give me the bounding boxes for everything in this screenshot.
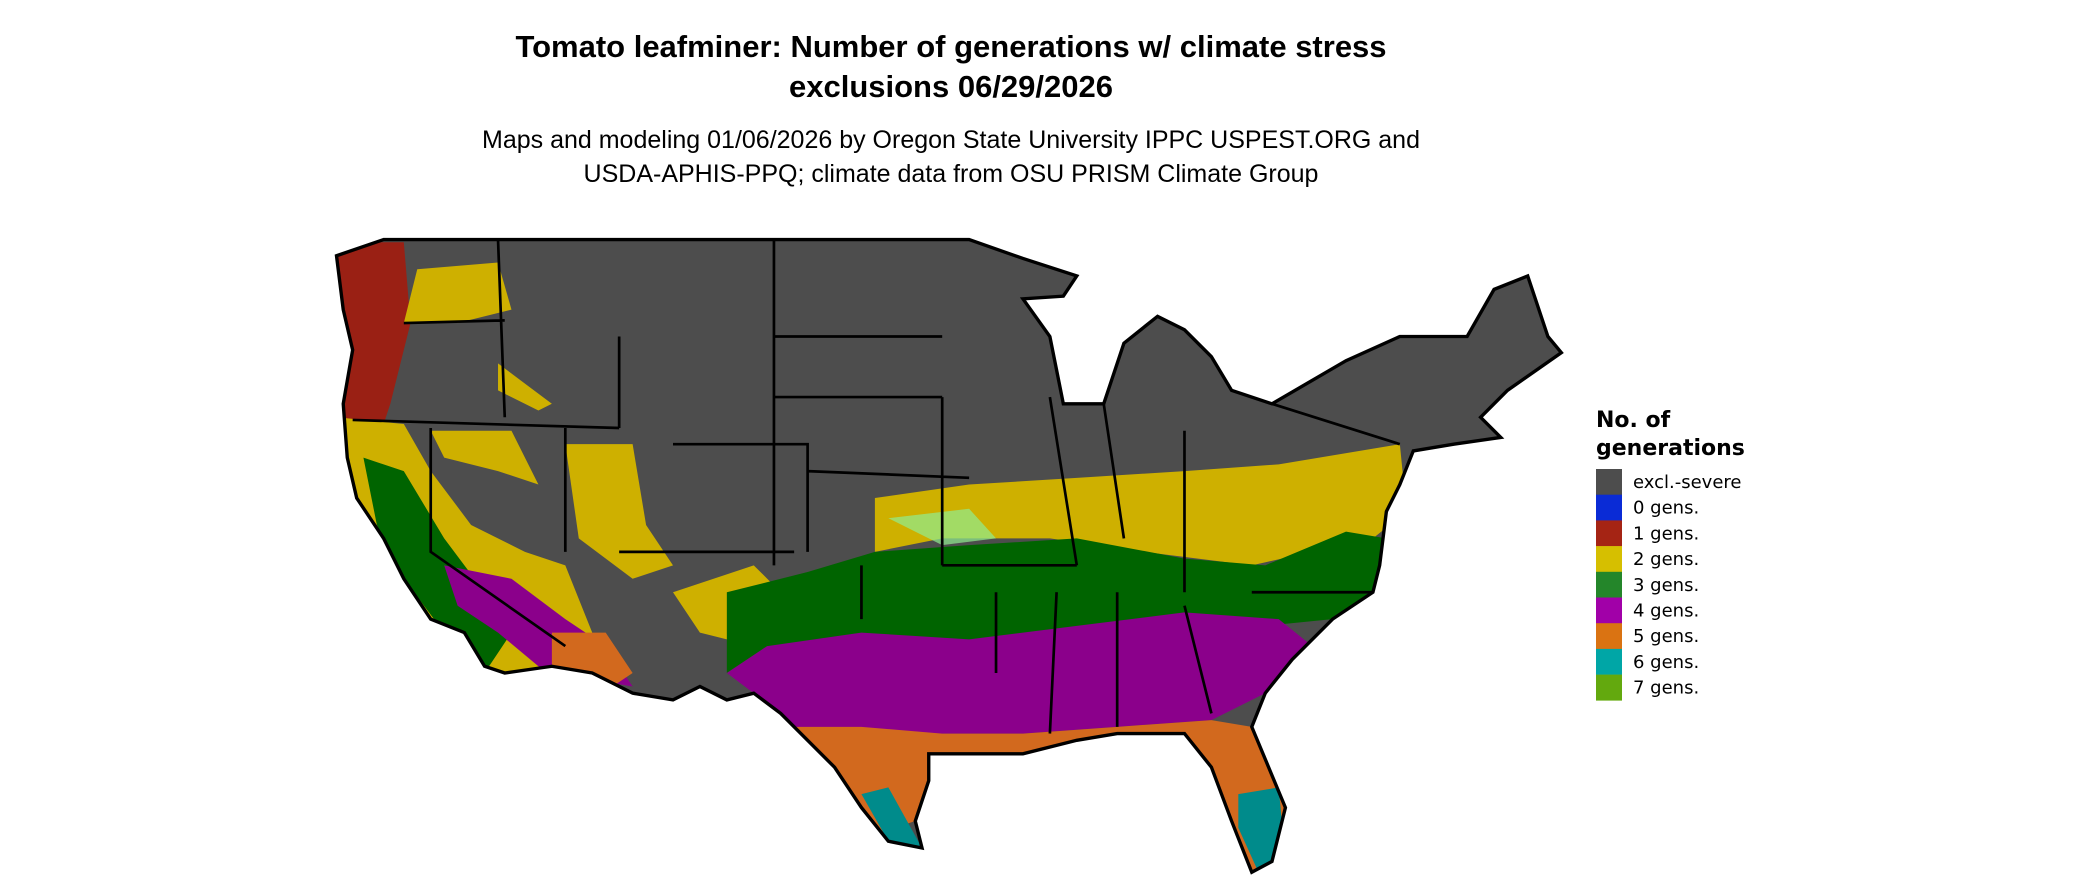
- region-1-gen-pacific-nw: [336, 242, 411, 445]
- map-title-line2: exclusions 06/29/2026: [789, 69, 1113, 104]
- map-subtitle-line2: USDA-APHIS-PPQ; climate data from OSU PR…: [584, 160, 1319, 188]
- region-4-gen-gulf-states: [726, 612, 1313, 734]
- region-2-gen-utah: [565, 444, 673, 579]
- region-2-gen-midsouth: [874, 444, 1407, 566]
- legend-label: 5 gens.: [1633, 626, 1699, 647]
- legend-swatch: [1596, 623, 1622, 650]
- state-borders: [352, 239, 1401, 734]
- region-3-gen-california: [363, 457, 512, 673]
- legend-swatch: [1596, 546, 1622, 573]
- region-2-gen-idaho: [498, 363, 552, 411]
- legend-label: 0 gens.: [1633, 498, 1699, 519]
- region-2-gen-nevada: [430, 430, 539, 485]
- legend-label: 6 gens.: [1633, 652, 1699, 673]
- region-6-gen-south-texas: [861, 787, 923, 848]
- legend-swatch: [1596, 674, 1622, 701]
- legend-label: 4 gens.: [1633, 601, 1699, 622]
- legend-title-line2: generations: [1596, 436, 1745, 461]
- legend-swatch: [1596, 520, 1622, 547]
- legend-label: excl.-severe: [1633, 472, 1741, 493]
- region-5-gen-gulf-coast: [767, 720, 1286, 873]
- legend-swatch: [1596, 597, 1622, 624]
- legend-label: 1 gens.: [1633, 523, 1699, 544]
- region-2-gen-washington: [403, 262, 512, 324]
- legend-label: 7 gens.: [1633, 678, 1699, 699]
- legend-swatch: [1596, 571, 1622, 598]
- legend-swatch: [1596, 494, 1622, 521]
- legend-label: 3 gens.: [1633, 575, 1699, 596]
- legend-swatch: [1596, 469, 1622, 495]
- us-map: [334, 237, 1564, 874]
- legend: No. of generations excl.-severe 0 gens. 1 …: [1596, 408, 1745, 701]
- map-title-line1: Tomato leafminer: Number of generations …: [515, 29, 1386, 64]
- legend-title-line1: No. of: [1596, 408, 1671, 433]
- legend-label: 2 gens.: [1633, 549, 1699, 570]
- legend-items: excl.-severe 0 gens. 1 gens. 2 gens. 3 gens.…: [1596, 469, 1741, 701]
- map-subtitle-line1: Maps and modeling 01/06/2026 by Oregon S…: [482, 126, 1420, 154]
- legend-swatch: [1596, 648, 1622, 675]
